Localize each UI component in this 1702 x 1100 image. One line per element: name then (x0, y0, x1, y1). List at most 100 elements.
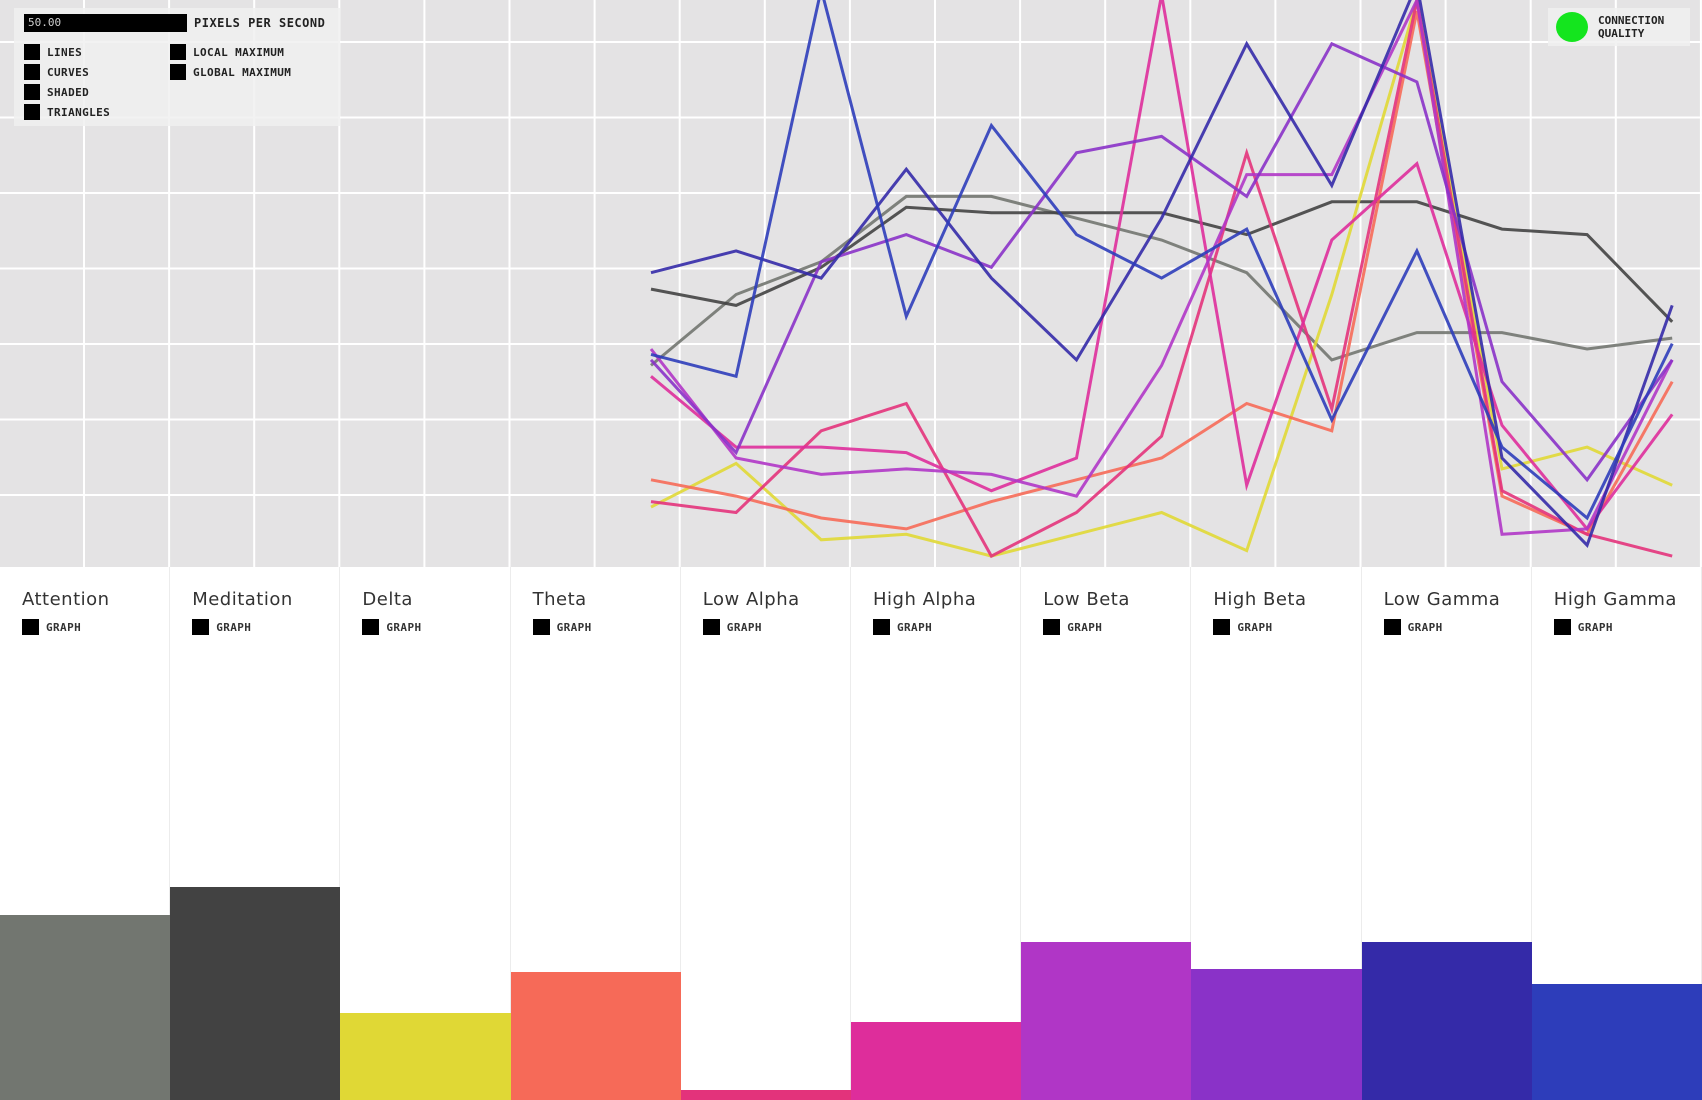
pixels-per-second-slider[interactable]: 50.00 (24, 14, 187, 32)
band-low-alpha: Low Alpha GRAPH (680, 567, 851, 1100)
band-name: Theta (532, 589, 587, 610)
graph-toggle-label: GRAPH (1237, 620, 1273, 634)
band-low-beta: Low Beta GRAPH (1021, 567, 1192, 1100)
graph-toggle-label: GRAPH (556, 620, 592, 634)
option-triangles-label: TRIANGLES (47, 105, 111, 119)
band-separator (339, 567, 341, 1100)
option-curves-label: CURVES (47, 65, 90, 79)
band-level-bar (0, 915, 171, 1100)
series-line-5 (650, 0, 1674, 532)
graph-checkbox[interactable] (532, 619, 550, 635)
band-separator (849, 567, 851, 1100)
series-line-1 (650, 200, 1674, 323)
band-separator (1700, 567, 1702, 1100)
band-name: Meditation (192, 589, 293, 610)
connection-label-line1: CONNECTION (1598, 14, 1665, 27)
graph-checkbox[interactable] (702, 619, 720, 635)
lines-checkbox[interactable] (24, 44, 40, 60)
band-name: High Alpha (873, 589, 977, 610)
pixels-per-second-label: PIXELS PER SECOND (194, 16, 326, 30)
connection-quality-indicator: CONNECTION QUALITY (1548, 8, 1690, 46)
graph-toggle-label: GRAPH (897, 620, 933, 634)
controls-panel: 50.00 PIXELS PER SECOND LINES CURVES SHA… (14, 8, 340, 126)
graph-checkbox[interactable] (1383, 619, 1401, 635)
band-delta: Delta GRAPH (340, 567, 511, 1100)
band-name: Attention (22, 589, 110, 610)
series-line-8 (650, 0, 1674, 548)
series-line-7 (649, 41, 1674, 483)
shaded-checkbox[interactable] (24, 84, 40, 100)
band-meditation: Meditation GRAPH (170, 567, 341, 1100)
graph-checkbox[interactable] (362, 619, 380, 635)
band-graph-toggle[interactable]: GRAPH (1383, 619, 1443, 635)
global-maximum-checkbox[interactable] (170, 64, 186, 80)
series-line-3 (650, 10, 1674, 537)
series-line-2 (650, 0, 1673, 558)
curves-checkbox[interactable] (24, 64, 40, 80)
band-name: Delta (362, 589, 413, 610)
band-graph-toggle[interactable]: GRAPH (702, 619, 762, 635)
graph-checkbox[interactable] (873, 619, 890, 635)
graph-toggle-label: GRAPH (216, 620, 252, 634)
wave-line-chart (0, 0, 1702, 567)
band-name: High Gamma (1553, 589, 1677, 610)
band-graph-toggle[interactable]: GRAPH (1213, 619, 1272, 635)
graph-toggle-label: GRAPH (726, 620, 762, 634)
band-name: Low Gamma (1383, 589, 1501, 610)
band-high-alpha: High Alpha GRAPH (851, 567, 1022, 1100)
graph-toggle-label: GRAPH (1067, 620, 1103, 634)
series-line-0 (650, 194, 1673, 367)
option-local-maximum[interactable]: LOCAL MAXIMUM (170, 44, 284, 60)
band-level-bar (851, 1022, 1022, 1100)
option-lines-label: LINES (47, 45, 83, 59)
option-local-maximum-label: LOCAL MAXIMUM (193, 45, 285, 59)
band-meters: Attention GRAPH Meditation GRAPH Delta GRAPH T… (0, 567, 1702, 1100)
band-level-bar (1531, 983, 1702, 1100)
band-low-gamma: Low Gamma GRAPH (1361, 567, 1532, 1100)
band-level-bar (1361, 942, 1532, 1100)
local-maximum-checkbox[interactable] (170, 44, 186, 60)
graph-toggle-label: GRAPH (386, 620, 422, 634)
band-graph-toggle[interactable]: GRAPH (532, 619, 592, 635)
series-line-4 (650, 0, 1673, 559)
band-graph-toggle[interactable]: GRAPH (1043, 619, 1102, 635)
graph-toggle-label: GRAPH (1407, 620, 1443, 634)
band-separator (509, 567, 511, 1100)
connection-quality-label: CONNECTION QUALITY (1598, 14, 1688, 40)
band-level-bar (1021, 942, 1192, 1100)
band-graph-toggle[interactable]: GRAPH (192, 619, 251, 635)
band-separator (169, 567, 171, 1100)
option-shaded-label: SHADED (47, 85, 90, 99)
graph-checkbox[interactable] (1553, 619, 1571, 635)
band-graph-toggle[interactable]: GRAPH (1553, 619, 1613, 635)
connection-label-line2: QUALITY (1598, 27, 1645, 40)
band-name: Low Alpha (702, 589, 800, 610)
band-separator (1530, 567, 1532, 1100)
graph-checkbox[interactable] (192, 619, 210, 635)
band-graph-toggle[interactable]: GRAPH (362, 619, 421, 635)
option-global-maximum-label: GLOBAL MAXIMUM (193, 65, 292, 79)
band-level-bar (1191, 968, 1362, 1100)
graph-toggle-label: GRAPH (1577, 620, 1613, 634)
band-separator (1360, 567, 1362, 1100)
graph-checkbox[interactable] (1043, 619, 1061, 635)
option-triangles[interactable]: TRIANGLES (24, 104, 110, 120)
band-graph-toggle[interactable]: GRAPH (22, 619, 81, 635)
band-high-beta: High Beta GRAPH (1191, 567, 1362, 1100)
option-lines[interactable]: LINES (24, 44, 82, 60)
option-shaded[interactable]: SHADED (24, 84, 89, 100)
graph-checkbox[interactable] (1213, 619, 1231, 635)
option-curves[interactable]: CURVES (24, 64, 89, 80)
triangles-checkbox[interactable] (24, 104, 40, 120)
pixels-per-second-value: 50.00 (28, 16, 62, 29)
band-separator (1190, 567, 1192, 1100)
wave-graph: 50.00 PIXELS PER SECOND LINES CURVES SHA… (0, 0, 1702, 567)
option-global-maximum[interactable]: GLOBAL MAXIMUM (170, 64, 291, 80)
series-line-6 (649, 0, 1674, 536)
band-separator (679, 567, 681, 1100)
graph-checkbox[interactable] (22, 619, 39, 635)
band-theta: Theta GRAPH (510, 567, 681, 1100)
band-separator (1020, 567, 1022, 1100)
band-graph-toggle[interactable]: GRAPH (873, 619, 932, 635)
band-level-bar (510, 972, 681, 1100)
